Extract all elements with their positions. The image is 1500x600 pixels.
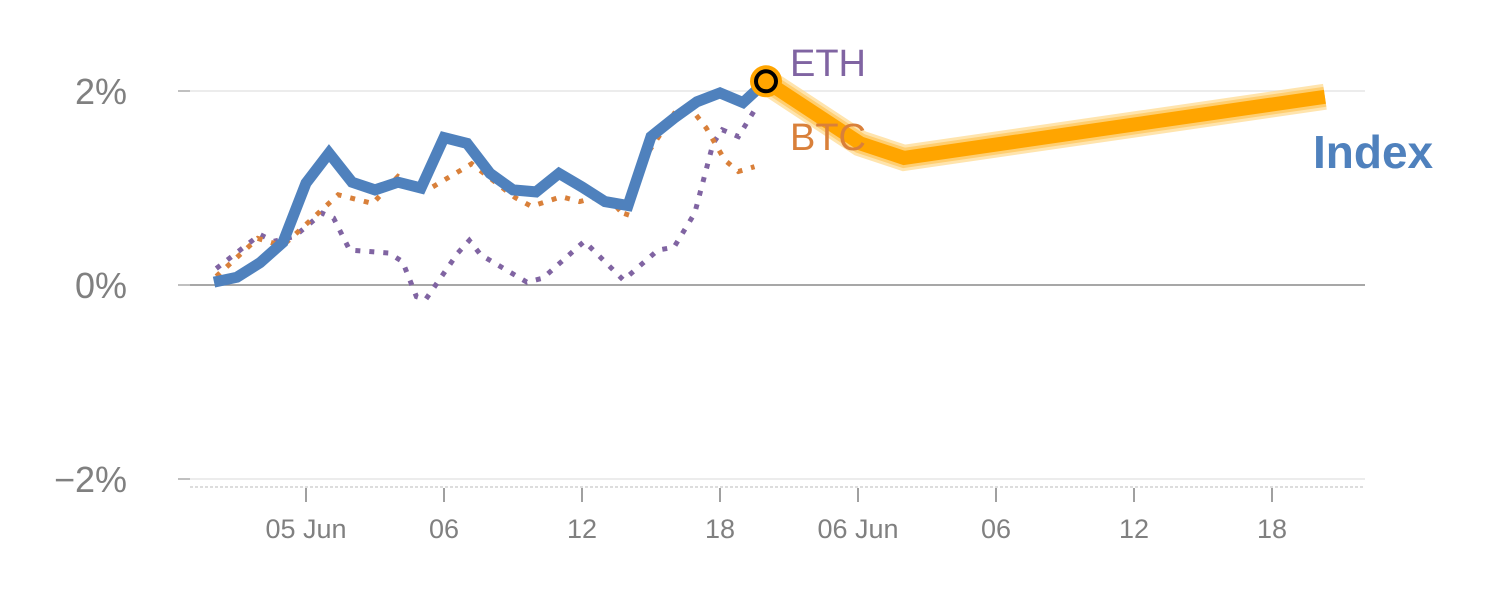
y-axis: 2% 0% −2% xyxy=(54,71,190,500)
x-tick-label: 06 Jun xyxy=(817,514,898,544)
y-tick-label: −2% xyxy=(54,459,127,500)
x-tick-label: 12 xyxy=(567,514,597,544)
series-lines xyxy=(212,65,1327,303)
current-point-marker xyxy=(754,69,778,94)
x-tick-label: 18 xyxy=(1257,514,1287,544)
series-index-projection-line xyxy=(762,75,1326,166)
x-tick-label: 12 xyxy=(1119,514,1149,544)
x-tick-label: 18 xyxy=(705,514,735,544)
annotation-eth: ETH xyxy=(790,43,866,85)
grid xyxy=(190,90,1365,480)
x-axis: 05 Jun 06 12 18 06 Jun 06 12 18 xyxy=(190,486,1365,544)
series-btc-line xyxy=(214,107,756,279)
x-tick-label: 06 xyxy=(429,514,459,544)
x-tick-label: 06 xyxy=(981,514,1011,544)
series-eth-line xyxy=(214,105,759,303)
annotation-btc: BTC xyxy=(790,117,866,159)
series-index-line xyxy=(212,77,770,288)
y-tick-label: 2% xyxy=(75,71,127,112)
y-tick-label: 0% xyxy=(75,265,127,306)
x-tick-label: 05 Jun xyxy=(265,514,346,544)
annotation-index: Index xyxy=(1313,126,1434,178)
